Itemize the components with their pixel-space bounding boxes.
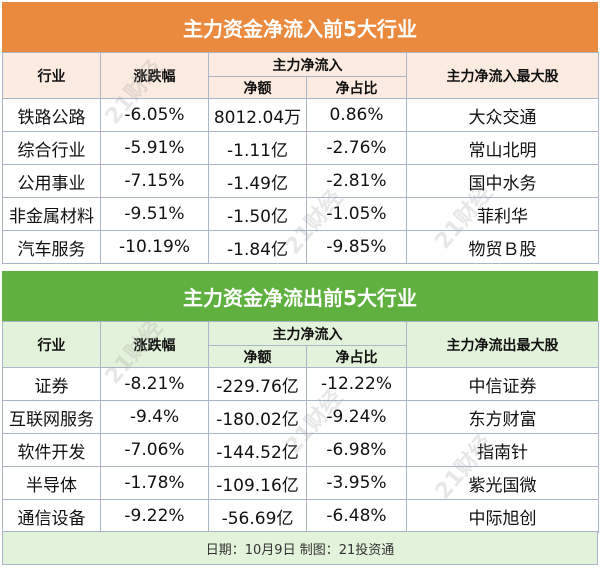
table-row: 软件开发 -7.06% -144.52亿 -6.98% 指南针	[2, 433, 599, 467]
cell-industry: 证券	[2, 367, 101, 401]
table-row: 半导体 -1.78% -109.16亿 -3.95% 紫光国微	[2, 466, 599, 500]
table-row: 汽车服务 -10.19% -1.84亿 -9.85% 物贸Ｂ股	[2, 230, 599, 264]
cell-change: -5.91%	[100, 131, 209, 165]
table-row: 非金属材料 -9.51% -1.50亿 -1.05% 菲利华	[2, 197, 599, 231]
cell-industry: 综合行业	[2, 131, 101, 165]
cell-amount: -1.50亿	[208, 197, 307, 231]
cell-change: -6.05%	[100, 98, 209, 132]
cell-ratio: -3.95%	[306, 466, 407, 500]
footer-credit: 日期：10月9日 制图：21投资通	[2, 531, 598, 565]
cell-industry: 非金属材料	[2, 197, 101, 231]
header-industry: 行业	[2, 321, 101, 368]
header-net-ratio: 净占比	[306, 76, 407, 99]
outflow-title: 主力资金净流出前5大行业	[2, 271, 598, 321]
cell-ratio: -9.85%	[306, 230, 407, 264]
cell-industry: 汽车服务	[2, 230, 101, 264]
table-row: 综合行业 -5.91% -1.11亿 -2.76% 常山北明	[2, 131, 599, 165]
header-top-stock: 主力净流出最大股	[406, 321, 599, 368]
cell-stock: 中信证券	[406, 367, 599, 401]
cell-amount: -1.84亿	[208, 230, 307, 264]
header-top-stock: 主力净流入最大股	[406, 52, 599, 99]
cell-amount: -1.11亿	[208, 131, 307, 165]
cell-change: -8.21%	[100, 367, 209, 401]
header-industry: 行业	[2, 52, 101, 99]
inflow-title: 主力资金净流入前5大行业	[2, 2, 598, 52]
cell-ratio: -2.76%	[306, 131, 407, 165]
cell-ratio: 0.86%	[306, 98, 407, 132]
cell-stock: 菲利华	[406, 197, 599, 231]
table-row: 铁路公路 -6.05% 8012.04万 0.86% 大众交通	[2, 98, 599, 132]
cell-amount: -1.49亿	[208, 164, 307, 198]
cell-amount: -180.02亿	[208, 400, 307, 434]
cell-ratio: -2.81%	[306, 164, 407, 198]
cell-change: -9.22%	[100, 499, 209, 533]
table-row: 通信设备 -9.22% -56.69亿 -6.48% 中际旭创	[2, 499, 599, 533]
cell-industry: 通信设备	[2, 499, 101, 533]
cell-stock: 大众交通	[406, 98, 599, 132]
cell-amount: -109.16亿	[208, 466, 307, 500]
cell-stock: 常山北明	[406, 131, 599, 165]
cell-stock: 东方财富	[406, 400, 599, 434]
cell-industry: 公用事业	[2, 164, 101, 198]
cell-stock: 中际旭创	[406, 499, 599, 533]
cell-change: -10.19%	[100, 230, 209, 264]
header-net-ratio: 净占比	[306, 345, 407, 368]
cell-industry: 半导体	[2, 466, 101, 500]
outflow-table: 行业 涨跌幅 主力净流入 主力净流出最大股 净额 净占比 证券 -8.21% -…	[2, 321, 599, 533]
cell-ratio: -1.05%	[306, 197, 407, 231]
header-net-flow: 主力净流入	[208, 52, 407, 77]
cell-change: -7.06%	[100, 433, 209, 467]
cell-change: -1.78%	[100, 466, 209, 500]
cell-amount: -229.76亿	[208, 367, 307, 401]
inflow-table: 行业 涨跌幅 主力净流入 主力净流入最大股 净额 净占比 铁路公路 -6.05%…	[2, 52, 599, 264]
cell-stock: 物贸Ｂ股	[406, 230, 599, 264]
header-net-amount: 净额	[208, 76, 307, 99]
header-change: 涨跌幅	[100, 321, 209, 368]
cell-amount: 8012.04万	[208, 98, 307, 132]
table-row: 互联网服务 -9.4% -180.02亿 -9.24% 东方财富	[2, 400, 599, 434]
cell-change: -9.51%	[100, 197, 209, 231]
table-row: 公用事业 -7.15% -1.49亿 -2.81% 国中水务	[2, 164, 599, 198]
cell-ratio: -9.24%	[306, 400, 407, 434]
cell-industry: 互联网服务	[2, 400, 101, 434]
cell-stock: 指南针	[406, 433, 599, 467]
cell-industry: 铁路公路	[2, 98, 101, 132]
cell-ratio: -6.48%	[306, 499, 407, 533]
cell-change: -7.15%	[100, 164, 209, 198]
table-row: 证券 -8.21% -229.76亿 -12.22% 中信证券	[2, 367, 599, 401]
cell-amount: -56.69亿	[208, 499, 307, 533]
cell-change: -9.4%	[100, 400, 209, 434]
cell-amount: -144.52亿	[208, 433, 307, 467]
cell-industry: 软件开发	[2, 433, 101, 467]
header-net-amount: 净额	[208, 345, 307, 368]
header-net-flow: 主力净流入	[208, 321, 407, 346]
cell-ratio: -12.22%	[306, 367, 407, 401]
header-change: 涨跌幅	[100, 52, 209, 99]
cell-ratio: -6.98%	[306, 433, 407, 467]
cell-stock: 国中水务	[406, 164, 599, 198]
cell-stock: 紫光国微	[406, 466, 599, 500]
